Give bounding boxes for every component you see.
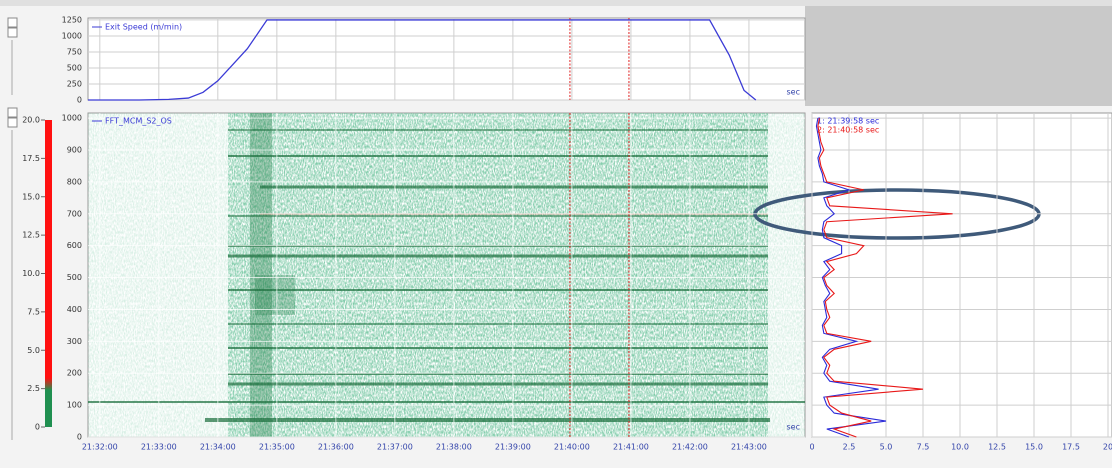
x-unit-label: sec: [787, 88, 801, 97]
y-tick-label: 800: [67, 177, 82, 186]
colorbar-tick-label: 12.5: [22, 231, 40, 240]
plot-area: [812, 113, 1112, 437]
x-tick-label: 21:39:00: [495, 443, 531, 452]
colorbar-tick-label: 20.0: [22, 116, 40, 125]
plot-area: [88, 18, 805, 100]
y-tick-label: 1250: [62, 15, 82, 24]
toolbar-edge: [0, 0, 1112, 6]
x-unit-label: sec: [787, 423, 801, 432]
x-tick-label: 5.0: [880, 443, 893, 452]
y-tick-label: 750: [67, 47, 82, 56]
close-button[interactable]: [8, 108, 17, 117]
x-tick-label: 17.5: [1062, 443, 1080, 452]
collapse-button[interactable]: [8, 118, 17, 127]
collapse-button[interactable]: [8, 28, 17, 37]
x-tick-label: 2.5: [843, 443, 856, 452]
legend-label: 2: 21:40:58 sec: [817, 126, 879, 135]
y-tick-label: 1000: [62, 31, 82, 40]
y-tick-label: 0: [77, 433, 82, 442]
x-tick-label: 21:37:00: [377, 443, 413, 452]
y-tick-label: 400: [67, 305, 82, 314]
x-tick-label: 0: [809, 443, 814, 452]
x-tick-label: 21:41:00: [613, 443, 649, 452]
x-tick-label: 21:34:00: [200, 443, 236, 452]
colorbar-tick-label: 17.5: [22, 154, 40, 163]
empty-panel: [805, 0, 1112, 106]
x-tick-label: 21:32:00: [82, 443, 118, 452]
colorbar-tick-label: 10.0: [22, 269, 40, 278]
legend-label: 1: 21:39:58 sec: [817, 117, 879, 126]
chart-workspace: 025050075010001250Exit Speed (m/min)sec2…: [0, 0, 1112, 468]
x-tick-label: 21:33:00: [141, 443, 177, 452]
colorbar-tick-label: 0: [35, 423, 40, 432]
x-tick-label: 21:42:00: [672, 443, 708, 452]
x-tick-label: 20: [1103, 443, 1112, 452]
x-tick-label: 21:43:00: [731, 443, 767, 452]
y-tick-label: 700: [67, 209, 82, 218]
y-tick-label: 200: [67, 369, 82, 378]
x-tick-label: 21:35:00: [259, 443, 295, 452]
legend-label: Exit Speed (m/min): [105, 23, 182, 32]
y-tick-label: 500: [67, 63, 82, 72]
colorbar-tick-label: 7.5: [27, 307, 40, 316]
y-tick-label: 250: [67, 79, 82, 88]
close-button[interactable]: [8, 18, 17, 27]
x-tick-label: 10.0: [951, 443, 969, 452]
y-tick-label: 500: [67, 273, 82, 282]
colorbar: [45, 120, 52, 427]
x-tick-label: 7.5: [917, 443, 930, 452]
y-tick-label: 0: [77, 96, 82, 105]
x-tick-label: 21:40:00: [554, 443, 590, 452]
x-tick-label: 12.5: [988, 443, 1006, 452]
y-tick-label: 100: [67, 401, 82, 410]
x-tick-label: 21:36:00: [318, 443, 354, 452]
x-tick-label: 21:38:00: [436, 443, 472, 452]
app-window: 025050075010001250Exit Speed (m/min)sec2…: [0, 0, 1112, 468]
x-tick-label: 15.0: [1025, 443, 1043, 452]
y-tick-label: 1000: [62, 114, 82, 123]
colorbar-tick-label: 5.0: [27, 346, 40, 355]
spectrogram-image: [88, 113, 805, 437]
y-tick-label: 300: [67, 337, 82, 346]
legend-label: FFT_MCM_S2_OS: [105, 117, 172, 126]
colorbar-tick-label: 2.5: [27, 384, 40, 393]
y-tick-label: 600: [67, 241, 82, 250]
y-tick-label: 900: [67, 145, 82, 154]
colorbar-tick-label: 15.0: [22, 192, 40, 201]
